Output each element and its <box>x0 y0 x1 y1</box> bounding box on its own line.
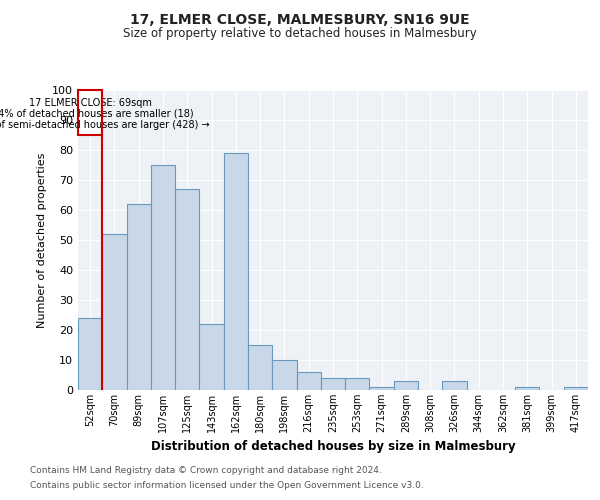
Bar <box>102 234 127 390</box>
Bar <box>296 372 321 390</box>
Bar <box>394 381 418 390</box>
Bar <box>78 318 102 390</box>
Bar <box>321 378 345 390</box>
Bar <box>175 189 199 390</box>
Text: 17, ELMER CLOSE, MALMESBURY, SN16 9UE: 17, ELMER CLOSE, MALMESBURY, SN16 9UE <box>130 12 470 26</box>
Y-axis label: Number of detached properties: Number of detached properties <box>37 152 47 328</box>
Text: 95% of semi-detached houses are larger (428) →: 95% of semi-detached houses are larger (… <box>0 120 209 130</box>
Text: Size of property relative to detached houses in Malmesbury: Size of property relative to detached ho… <box>123 28 477 40</box>
Text: Contains HM Land Registry data © Crown copyright and database right 2024.: Contains HM Land Registry data © Crown c… <box>30 466 382 475</box>
Bar <box>564 387 588 390</box>
Bar <box>224 153 248 390</box>
Bar <box>370 387 394 390</box>
FancyBboxPatch shape <box>78 90 102 135</box>
Bar <box>442 381 467 390</box>
Bar <box>127 204 151 390</box>
Bar <box>151 165 175 390</box>
Text: 17 ELMER CLOSE: 69sqm: 17 ELMER CLOSE: 69sqm <box>29 98 152 108</box>
Text: ← 4% of detached houses are smaller (18): ← 4% of detached houses are smaller (18) <box>0 108 193 118</box>
Bar <box>248 345 272 390</box>
Text: Contains public sector information licensed under the Open Government Licence v3: Contains public sector information licen… <box>30 481 424 490</box>
Bar <box>199 324 224 390</box>
Bar <box>345 378 370 390</box>
X-axis label: Distribution of detached houses by size in Malmesbury: Distribution of detached houses by size … <box>151 440 515 454</box>
Bar <box>272 360 296 390</box>
Bar <box>515 387 539 390</box>
